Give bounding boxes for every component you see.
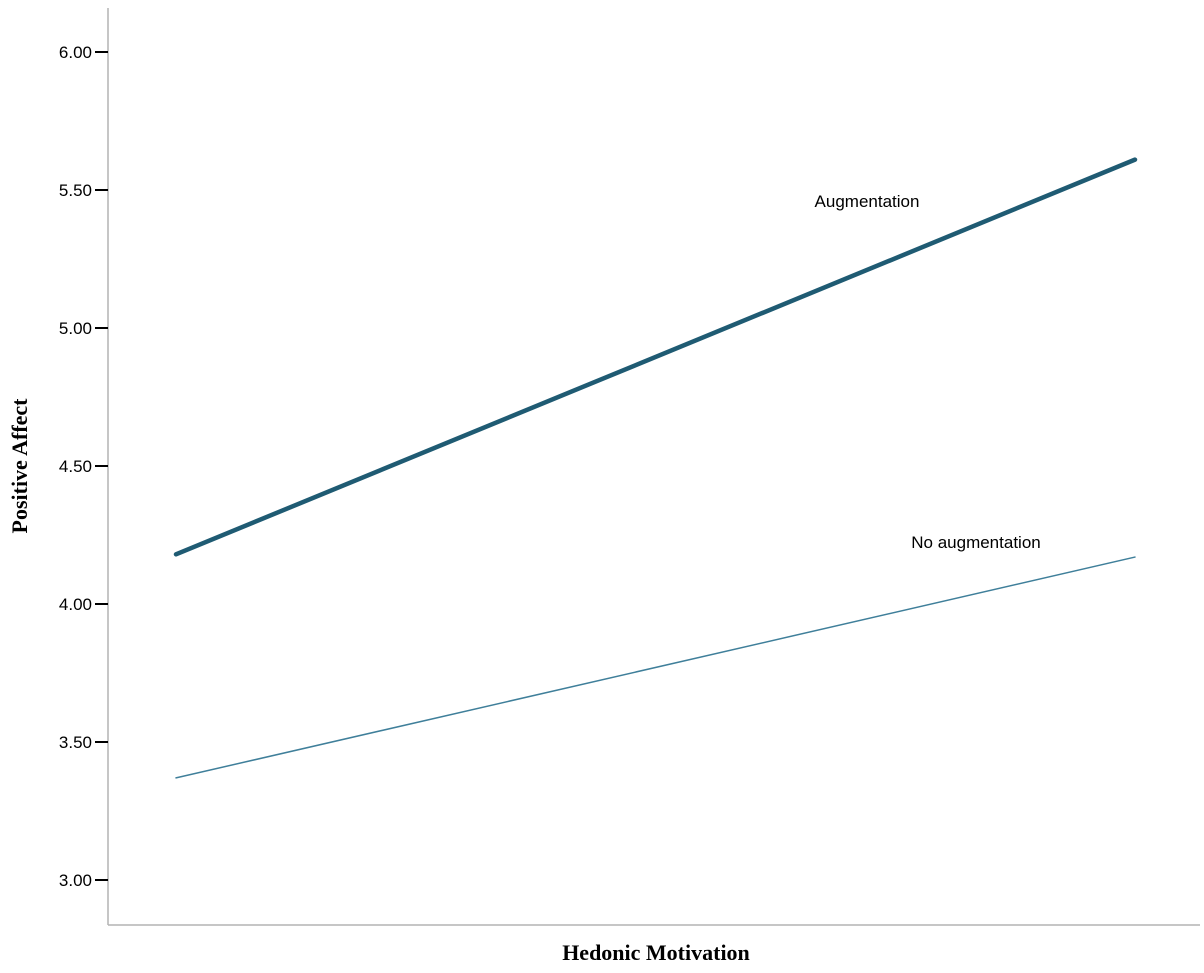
series-label-no-augmentation: No augmentation <box>911 533 1040 552</box>
y-tick-label: 4.00 <box>59 595 92 614</box>
y-tick-label: 3.00 <box>59 871 92 890</box>
y-axis-ticks: 3.00 3.50 4.00 4.50 5.00 5.50 6.00 <box>59 43 108 890</box>
y-tick-label: 4.50 <box>59 457 92 476</box>
x-axis-title: Hedonic Motivation <box>562 940 750 965</box>
y-tick-label: 5.50 <box>59 181 92 200</box>
series-labels: Augmentation No augmentation <box>815 192 1041 552</box>
y-tick-label: 6.00 <box>59 43 92 62</box>
series-line-no-augmentation <box>175 556 1136 779</box>
y-axis-title: Positive Affect <box>7 398 32 534</box>
series-label-augmentation: Augmentation <box>815 192 920 211</box>
y-tick-label: 3.50 <box>59 733 92 752</box>
plot-frame <box>107 8 1200 926</box>
y-tick-label: 5.00 <box>59 319 92 338</box>
series-layer <box>173 157 1138 779</box>
series-line-augmentation <box>173 157 1138 557</box>
